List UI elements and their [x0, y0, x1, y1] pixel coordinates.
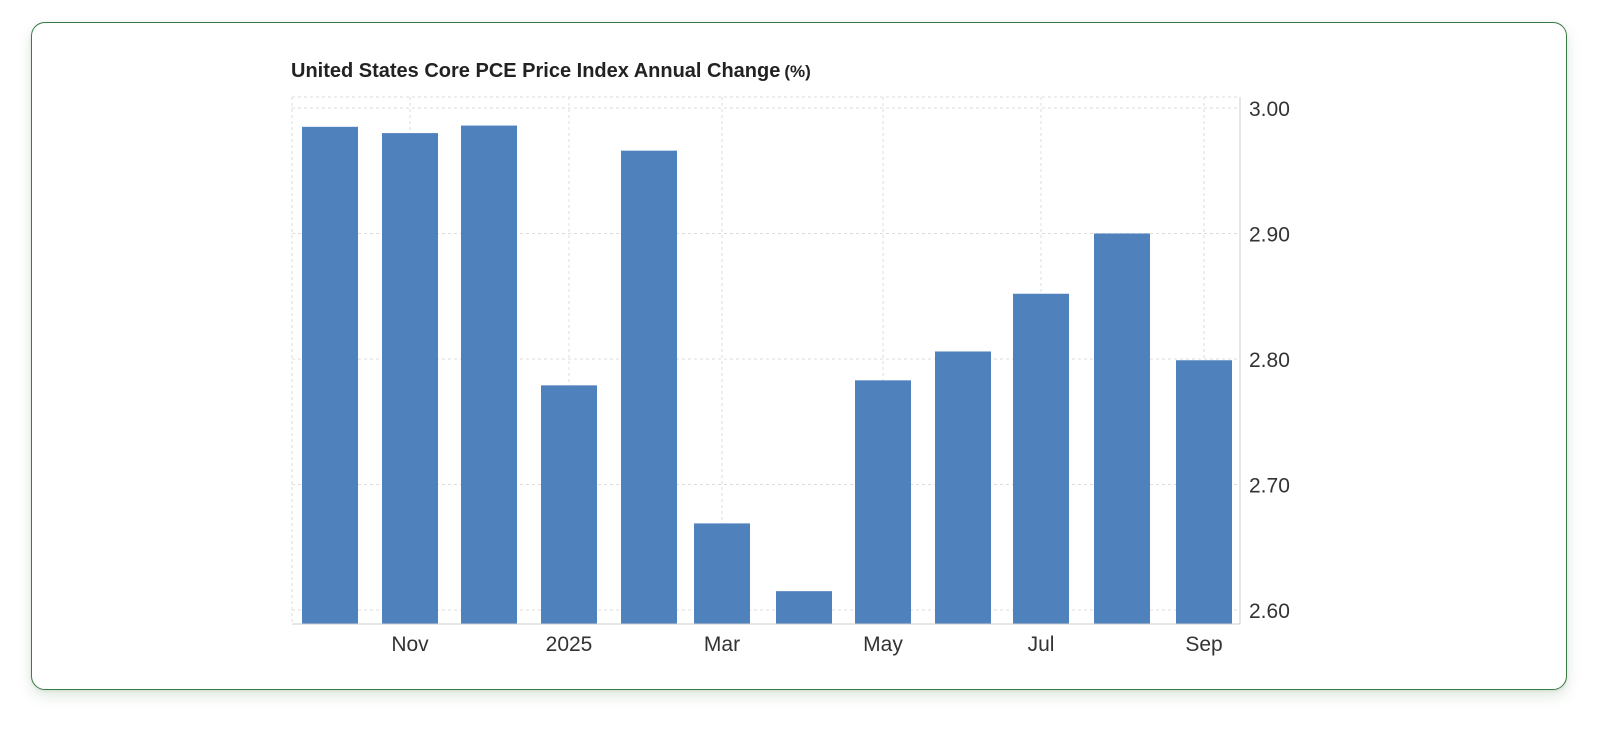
- y-tick-label: 2.60: [1249, 600, 1290, 623]
- chart-axes: 2.60 2.70 2.80 2.90 3.00 Nov 2025 Mar May Jul Sep: [292, 98, 1290, 656]
- bar-jul-2025: [1013, 293, 1069, 624]
- bar-oct-2024: [302, 126, 358, 624]
- y-tick-label: 2.80: [1249, 349, 1290, 372]
- bar-mar-2025: [694, 523, 750, 624]
- bar-feb-2025: [621, 150, 677, 625]
- x-tick-label: Jul: [1028, 633, 1055, 656]
- bar-nov-2024: [382, 133, 438, 624]
- x-tick-label: Mar: [704, 633, 740, 656]
- y-tick-label: 3.00: [1249, 98, 1290, 121]
- x-tick-label: Sep: [1185, 633, 1222, 656]
- x-tick-label: May: [863, 633, 903, 656]
- bar-jan-2025: [541, 385, 597, 624]
- bar-dec-2024: [461, 125, 517, 624]
- x-tick-label: 2025: [546, 633, 593, 656]
- y-tick-label: 2.70: [1249, 475, 1290, 498]
- bar-may-2025: [855, 380, 911, 624]
- chart-title: United States Core PCE Price Index Annua…: [291, 60, 811, 83]
- y-tick-label: 2.90: [1249, 224, 1290, 247]
- x-tick-label: Nov: [391, 633, 429, 656]
- chart-card: [31, 22, 1567, 690]
- bar-apr-2025: [776, 591, 832, 624]
- bar-sep-2025: [1176, 360, 1232, 624]
- chart-title-unit: (%): [784, 62, 811, 81]
- chart-bars: [302, 125, 1232, 625]
- chart-title-text: United States Core PCE Price Index Annua…: [291, 60, 781, 82]
- bar-jun-2025: [935, 351, 991, 624]
- bar-aug-2025: [1094, 233, 1150, 624]
